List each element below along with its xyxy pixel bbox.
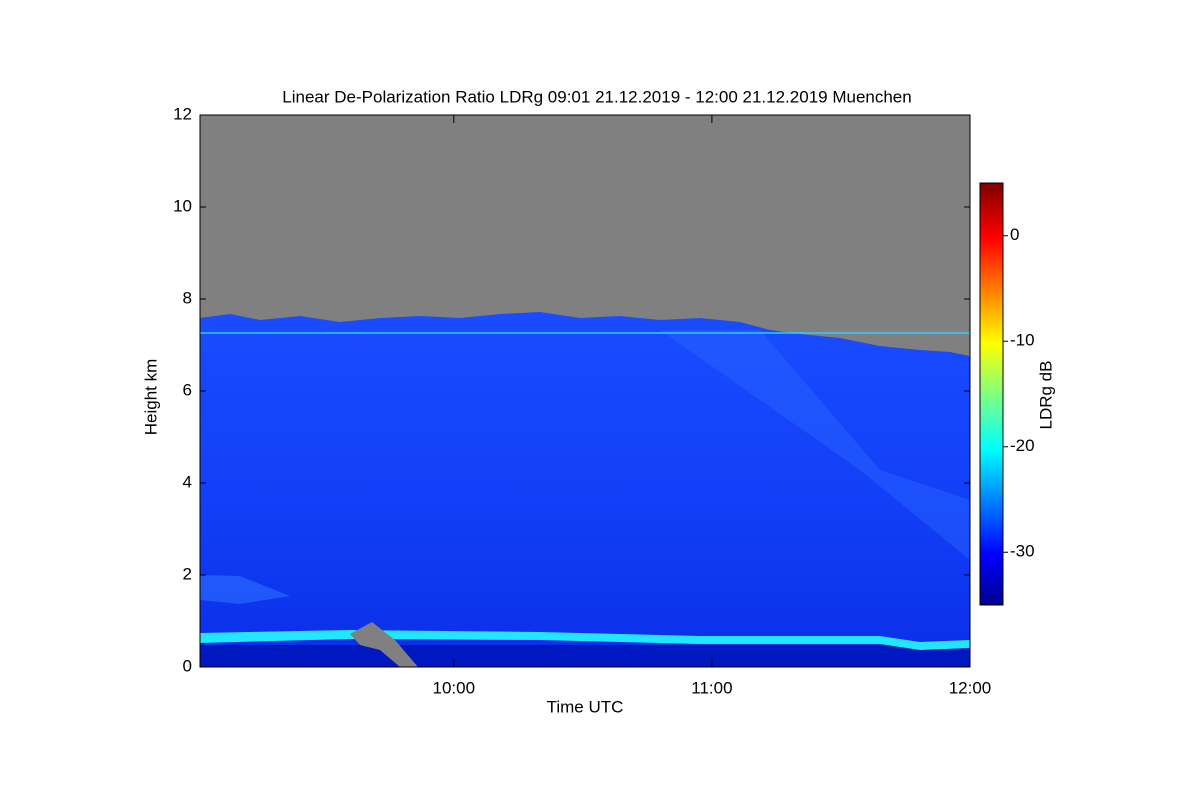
chart-title: Linear De-Polarization Ratio LDRg 09:01 … <box>282 87 911 106</box>
colorbar-tick-label: 0 <box>1010 225 1019 244</box>
heatmap-field <box>200 115 970 667</box>
y-axis-label: Height km <box>141 359 160 436</box>
y-tick-label: 0 <box>183 656 192 675</box>
colorbar <box>979 182 1004 606</box>
colorbar-tick-label: -20 <box>1010 436 1035 455</box>
y-tick-label: 6 <box>183 380 192 399</box>
x-tick-label: 12:00 <box>949 678 992 697</box>
no-signal-patch <box>350 622 418 667</box>
x-axis-label: Time UTC <box>547 697 624 716</box>
y-tick-label: 10 <box>173 196 192 215</box>
x-tick-label: 11:00 <box>691 678 732 697</box>
y-tick-label: 12 <box>173 104 192 123</box>
y-tick-label: 2 <box>183 564 192 583</box>
y-tick-label: 4 <box>183 472 192 491</box>
colorbar-label: LDRg dB <box>1036 361 1055 430</box>
near-ground <box>200 645 970 667</box>
colorbar-tick-label: -10 <box>1010 331 1035 350</box>
streak <box>200 575 290 604</box>
signal-area <box>200 312 970 667</box>
x-tick-label: 10:00 <box>433 678 476 697</box>
boundary-layer-band <box>200 630 970 650</box>
colorbar-tick-label: -30 <box>1010 542 1035 561</box>
y-tick-label: 8 <box>183 288 192 307</box>
